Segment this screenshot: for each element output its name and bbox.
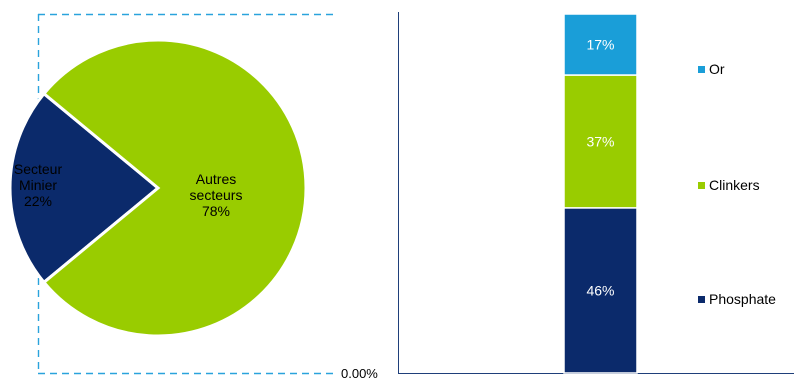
y-axis-tick-label: 0.00%	[341, 366, 378, 378]
pie-slice-autres-secteurs	[41, 38, 308, 338]
bar-label-or: 17%	[586, 37, 614, 53]
pie-label-secteur-minier: Secteur	[14, 161, 63, 177]
legend-item-or: Or	[698, 61, 725, 77]
legend-label-phosphate: Phosphate	[709, 291, 776, 307]
legend-item-clinkers: Clinkers	[698, 177, 760, 193]
pie-label-secteur-minier: 22%	[24, 193, 52, 209]
bar-label-clinkers: 37%	[586, 133, 614, 149]
bar-segment-or	[563, 13, 638, 76]
legend-swatch-or	[698, 66, 705, 73]
bar-segment-clinkers	[563, 74, 638, 209]
legend: Or Clinkers Phosphate	[698, 61, 776, 307]
pie-label-secteur-minier: Minier	[19, 177, 57, 193]
legend-swatch-phosphate	[698, 296, 705, 303]
pie-label-autres-secteurs: Autres	[196, 171, 236, 187]
pie-label-autres-secteurs: 78%	[202, 203, 230, 219]
stacked-bar: 46% 37% 17%	[563, 13, 638, 374]
legend-label-clinkers: Clinkers	[709, 177, 760, 193]
pie-slice-secteur-minier	[8, 91, 161, 285]
legend-item-phosphate: Phosphate	[698, 291, 776, 307]
legend-swatch-clinkers	[698, 182, 705, 189]
pie-label-autres-secteurs: secteurs	[190, 187, 243, 203]
legend-label-or: Or	[709, 61, 725, 77]
bar-label-phosphate: 46%	[586, 282, 614, 298]
